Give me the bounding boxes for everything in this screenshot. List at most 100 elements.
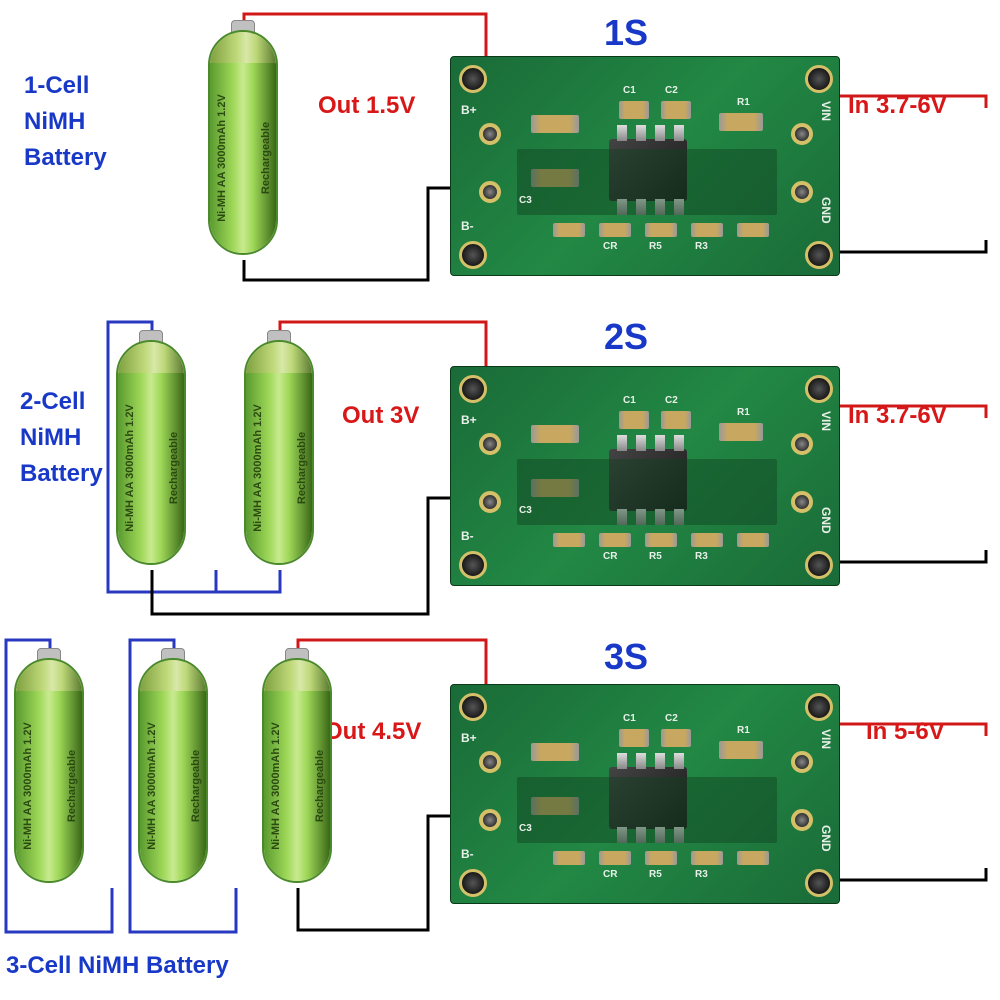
- pad-vin: [791, 751, 813, 773]
- mounting-hole: [805, 65, 833, 93]
- config-title: 2S: [604, 316, 648, 358]
- battery-desc: 1-Cell: [24, 72, 89, 100]
- battery-desc: 3-Cell NiMH Battery: [6, 952, 229, 980]
- battery-desc: NiMH: [20, 424, 81, 452]
- in-voltage-label: In 3.7-6V: [848, 402, 947, 430]
- smd-cr: [599, 851, 631, 865]
- battery: Ni-MH AA 3000mAh 1.2V Rechargeable: [138, 658, 208, 883]
- pad-b-minus: [479, 491, 501, 513]
- out-voltage-label: Out 4.5V: [324, 718, 421, 746]
- battery-body: Ni-MH AA 3000mAh 1.2V Rechargeable: [116, 340, 186, 565]
- battery-body: Ni-MH AA 3000mAh 1.2V Rechargeable: [14, 658, 84, 883]
- battery-label-sub: Rechargeable: [168, 378, 180, 558]
- smd-r: [553, 851, 585, 865]
- pcb-module: B+B-VINGNDC1C2R1C3CRR5R3: [450, 684, 840, 904]
- smd-c: [531, 425, 579, 443]
- smd-r5: [645, 533, 677, 547]
- pad-vin: [791, 123, 813, 145]
- battery-label-sub: Rechargeable: [260, 68, 272, 248]
- silk-bminus: B-: [461, 847, 474, 861]
- mounting-hole: [805, 869, 833, 897]
- mounting-hole: [459, 693, 487, 721]
- smd-rr: [737, 851, 769, 865]
- silk-bminus: B-: [461, 219, 474, 233]
- smd-c: [531, 743, 579, 761]
- battery-desc: NiMH: [24, 108, 85, 136]
- out-voltage-label: Out 1.5V: [318, 92, 415, 120]
- battery-label-sub: Rechargeable: [296, 378, 308, 558]
- pad-vin: [791, 433, 813, 455]
- silk-bminus: B-: [461, 529, 474, 543]
- config-title: 3S: [604, 636, 648, 678]
- battery-label-main: Ni-MH AA 3000mAh 1.2V: [270, 696, 282, 876]
- pad-b-plus: [479, 751, 501, 773]
- silk-bplus: B+: [461, 731, 477, 745]
- battery-label-main: Ni-MH AA 3000mAh 1.2V: [252, 378, 264, 558]
- out-voltage-label: Out 3V: [342, 402, 419, 430]
- pcb-module: B+B-VINGNDC1C2R1C3CRR5R3: [450, 366, 840, 586]
- silk-bplus: B+: [461, 103, 477, 117]
- mounting-hole: [805, 693, 833, 721]
- smd-c1: [619, 101, 649, 119]
- silk-vin: VIN: [819, 411, 833, 431]
- smd-r: [553, 223, 585, 237]
- mounting-hole: [805, 375, 833, 403]
- battery-label-sub: Rechargeable: [66, 696, 78, 876]
- smd-cr: [599, 533, 631, 547]
- battery-label-main: Ni-MH AA 3000mAh 1.2V: [216, 68, 228, 248]
- battery-desc: Battery: [20, 460, 103, 488]
- in-voltage-label: In 5-6V: [866, 718, 945, 746]
- battery-label-sub: Rechargeable: [190, 696, 202, 876]
- smd-cr: [599, 223, 631, 237]
- pad-b-plus: [479, 433, 501, 455]
- mounting-hole: [805, 551, 833, 579]
- battery: Ni-MH AA 3000mAh 1.2V Rechargeable: [116, 340, 186, 565]
- pad-b-minus: [479, 809, 501, 831]
- mounting-hole: [459, 869, 487, 897]
- battery-label-main: Ni-MH AA 3000mAh 1.2V: [146, 696, 158, 876]
- battery-label-sub: Rechargeable: [314, 696, 326, 876]
- silk-gnd: GND: [819, 507, 833, 534]
- mounting-hole: [459, 65, 487, 93]
- mounting-hole: [459, 551, 487, 579]
- pad-b-minus: [479, 181, 501, 203]
- silk-bplus: B+: [461, 413, 477, 427]
- smd-r3: [691, 851, 723, 865]
- battery-body: Ni-MH AA 3000mAh 1.2V Rechargeable: [138, 658, 208, 883]
- pad-gnd: [791, 181, 813, 203]
- battery-label-main: Ni-MH AA 3000mAh 1.2V: [124, 378, 136, 558]
- smd-c1: [619, 411, 649, 429]
- smd-rr: [737, 223, 769, 237]
- smd-c2: [661, 411, 691, 429]
- battery-desc: 2-Cell: [20, 388, 85, 416]
- mounting-hole: [459, 375, 487, 403]
- battery: Ni-MH AA 3000mAh 1.2V Rechargeable: [244, 340, 314, 565]
- smd-r5: [645, 223, 677, 237]
- smd-r1: [719, 741, 763, 759]
- config-title: 1S: [604, 12, 648, 54]
- battery-desc: Battery: [24, 144, 107, 172]
- smd-c2: [661, 729, 691, 747]
- mounting-hole: [805, 241, 833, 269]
- battery: Ni-MH AA 3000mAh 1.2V Rechargeable: [14, 658, 84, 883]
- smd-r3: [691, 223, 723, 237]
- mounting-hole: [459, 241, 487, 269]
- pad-gnd: [791, 491, 813, 513]
- silk-gnd: GND: [819, 825, 833, 852]
- smd-r1: [719, 423, 763, 441]
- battery-body: Ni-MH AA 3000mAh 1.2V Rechargeable: [262, 658, 332, 883]
- silk-vin: VIN: [819, 729, 833, 749]
- pad-b-plus: [479, 123, 501, 145]
- battery-label-main: Ni-MH AA 3000mAh 1.2V: [22, 696, 34, 876]
- smd-r1: [719, 113, 763, 131]
- pad-gnd: [791, 809, 813, 831]
- pcb-module: B+B-VINGNDC1C2R1C3CRR5R3: [450, 56, 840, 276]
- smd-r: [553, 533, 585, 547]
- smd-rr: [737, 533, 769, 547]
- smd-c: [531, 115, 579, 133]
- silk-gnd: GND: [819, 197, 833, 224]
- battery: Ni-MH AA 3000mAh 1.2V Rechargeable: [208, 30, 278, 255]
- in-voltage-label: In 3.7-6V: [848, 92, 947, 120]
- smd-c2: [661, 101, 691, 119]
- smd-c1: [619, 729, 649, 747]
